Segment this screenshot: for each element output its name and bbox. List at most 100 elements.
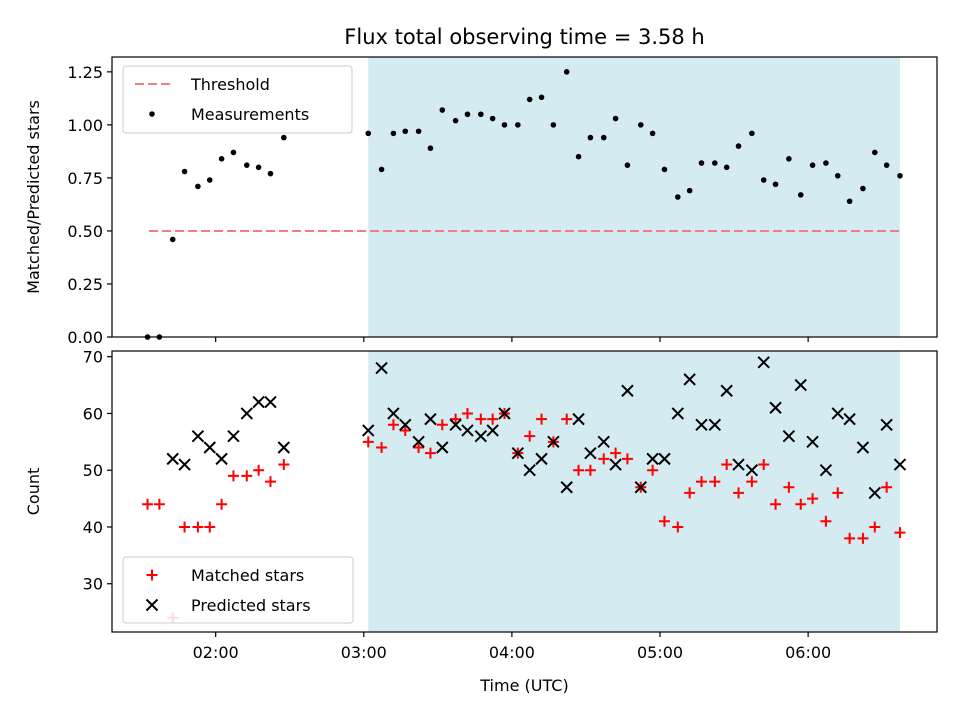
data-point [178, 458, 191, 471]
legend-entry: Predicted stars [145, 596, 311, 615]
data-point [362, 424, 375, 437]
data-point [243, 162, 250, 168]
data-point [461, 424, 474, 437]
data-point [486, 424, 499, 437]
data-point [169, 236, 176, 243]
data-point [881, 481, 893, 493]
observing-window-shade [368, 351, 900, 632]
data-point [598, 453, 610, 465]
data-point [278, 459, 290, 471]
data-point [464, 111, 471, 118]
data-point [475, 413, 487, 425]
data-point [572, 412, 585, 426]
data-point [230, 149, 237, 156]
x-tick-label: 05:00 [637, 643, 683, 662]
data-point [871, 149, 878, 156]
y-tick-label: 1.25 [67, 63, 103, 82]
data-point [365, 130, 372, 137]
data-point [489, 115, 496, 122]
data-point [524, 430, 536, 442]
data-point [846, 198, 853, 205]
data-point [153, 498, 165, 510]
data-point [658, 515, 670, 527]
data-point [733, 487, 745, 499]
x-tick-label: 02:00 [193, 643, 239, 662]
data-point [487, 413, 499, 425]
legend-label: Threshold [190, 75, 270, 94]
data-point [720, 384, 733, 397]
data-point [649, 130, 656, 137]
legend: Threshold Measurements [122, 65, 353, 134]
data-point [560, 481, 573, 494]
legend-entry: Threshold [135, 75, 270, 94]
y-axis-label: Count [24, 468, 43, 516]
data-point [204, 521, 216, 533]
data-point [563, 69, 570, 75]
data-point [166, 452, 179, 466]
y-tick-label: 0.50 [67, 222, 103, 241]
data-point [424, 447, 436, 459]
data-point [646, 452, 659, 466]
data-point [402, 128, 409, 135]
top-panel-ratio: 0.00 0.25 0.50 0.75 1.00 1.25 Matched/Predicte… [24, 56, 938, 347]
data-point [181, 168, 188, 175]
data-point [515, 122, 521, 128]
data-point [390, 130, 397, 137]
data-point [732, 458, 745, 471]
data-point [786, 156, 792, 162]
data-point [597, 435, 610, 449]
data-point [843, 412, 856, 426]
data-point [399, 424, 411, 436]
data-point [436, 441, 449, 454]
legend-label: Measurements [191, 105, 309, 124]
x-axis-label: Time (UTC) [479, 676, 568, 695]
data-point [142, 498, 154, 510]
data-point [721, 459, 733, 471]
x-tick-label: 06:00 [785, 643, 831, 662]
series-predicted-stars [166, 356, 907, 500]
axes-frame [111, 56, 938, 338]
legend-box [122, 65, 353, 134]
data-point [757, 356, 770, 369]
data-point [795, 498, 807, 510]
data-point [684, 487, 696, 499]
data-point [536, 413, 548, 425]
data-point [203, 441, 216, 454]
data-point [647, 464, 659, 476]
data-point [860, 185, 866, 192]
data-point [634, 481, 647, 494]
data-point [427, 145, 434, 152]
chart-title: Flux total observing time = 3.58 h [344, 25, 704, 49]
x-tick-label: 03:00 [341, 643, 387, 662]
series-measurements [144, 69, 903, 340]
data-point [215, 452, 228, 466]
data-point [436, 419, 448, 431]
data-point [461, 407, 473, 419]
data-point [584, 446, 597, 460]
legend-box [122, 556, 354, 624]
data-point [856, 441, 870, 454]
data-point [376, 442, 388, 454]
data-point [191, 429, 205, 443]
data-point [523, 464, 536, 477]
data-point [206, 177, 213, 183]
data-point [281, 134, 287, 141]
data-point [869, 521, 881, 533]
data-point [894, 527, 906, 539]
y-tick-label: 50 [83, 461, 103, 480]
data-point [857, 532, 869, 544]
data-point [671, 407, 685, 420]
y-axis-label: Matched/Predicted stars [24, 100, 43, 294]
data-point [695, 418, 708, 432]
legend-label: Predicted stars [191, 596, 311, 615]
data-point [880, 418, 893, 432]
data-point [883, 162, 890, 168]
data-point [538, 94, 545, 101]
legend: Matched stars Predicted stars [122, 556, 354, 624]
data-point [637, 122, 644, 128]
legend-swatch [146, 569, 158, 581]
legend-swatch [149, 111, 155, 117]
data-point [672, 521, 684, 533]
data-point [612, 115, 619, 122]
data-point [832, 487, 844, 499]
